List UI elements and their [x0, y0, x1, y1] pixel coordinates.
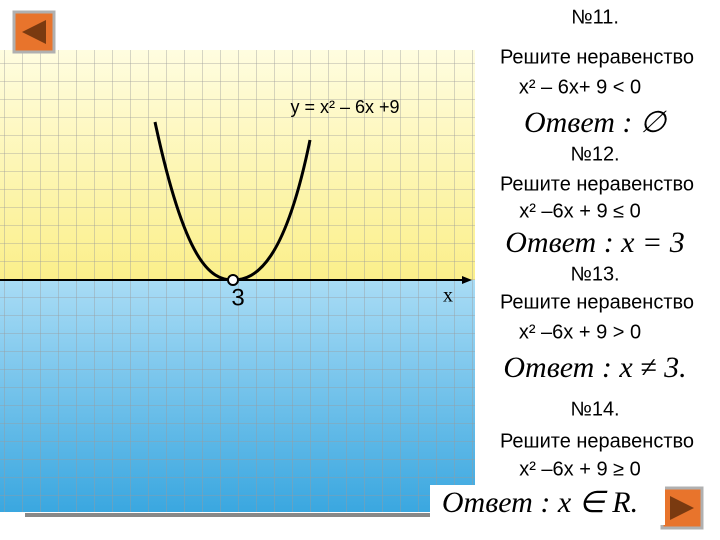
answer-box	[488, 225, 703, 265]
problem-task: Решите неравенство	[500, 46, 694, 68]
answer-box	[488, 350, 703, 390]
axis-label: x	[443, 285, 453, 307]
back-arrow[interactable]	[22, 20, 46, 44]
answer-box	[488, 105, 703, 145]
problem-number: №13.	[570, 263, 619, 285]
axis-arrow	[462, 276, 472, 284]
inequality: x² –6x + 9 ≤ 0	[519, 200, 641, 222]
problem-task: Решите неравенство	[500, 430, 694, 452]
answer: Ответ : x = 3	[505, 226, 685, 259]
button-frame[interactable]	[660, 486, 704, 530]
vertex-point	[227, 274, 239, 286]
answer: Ответ : ∅	[524, 106, 668, 139]
answer: Ответ : x ≠ 3.	[503, 351, 686, 384]
problem-number: №12.	[570, 143, 619, 165]
answer: Ответ : x ∈ R.	[442, 486, 638, 519]
problem-task: Решите неравенство	[500, 173, 694, 195]
inequality: x² – 6x+ 9 < 0	[519, 76, 641, 98]
answer-box	[430, 485, 665, 525]
formula: y = x² – 6x +9	[290, 97, 399, 117]
problem-number: №14.	[570, 398, 619, 420]
problems: №11. Решите неравенство x² – 6x+ 9 < 0 Отве…	[430, 6, 703, 525]
next-arrow[interactable]	[670, 496, 694, 520]
problem-task: Решите неравенство	[500, 291, 694, 313]
back-button[interactable]	[12, 10, 56, 54]
vertex-label: 3	[231, 284, 244, 311]
inequality: x² –6x + 9 ≥ 0	[519, 458, 641, 480]
inequality: x² –6x + 9 > 0	[519, 321, 641, 343]
next-button[interactable]	[660, 486, 704, 530]
problem-number: №11.	[571, 6, 619, 28]
